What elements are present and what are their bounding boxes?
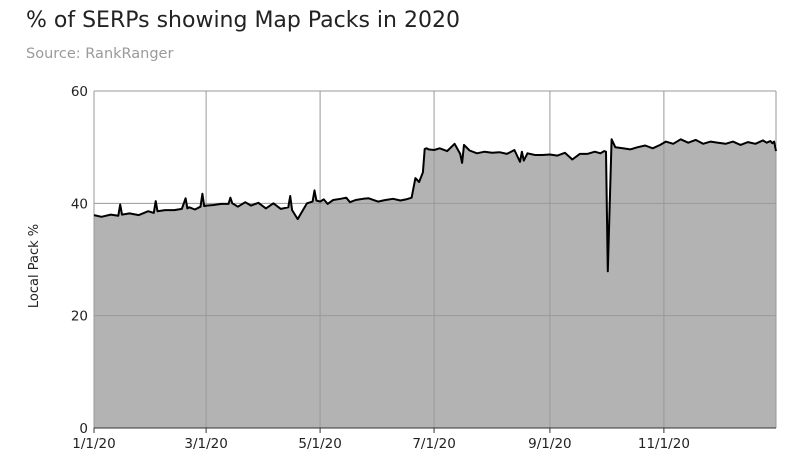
series-line (93, 138, 777, 273)
y-tick-label: 60 (71, 84, 88, 100)
chart-title: % of SERPs showing Map Packs in 2020 (26, 8, 460, 33)
x-tick-label: 1/1/20 (72, 436, 115, 452)
y-tick-label: 0 (79, 421, 88, 437)
y-tick-label: 40 (71, 196, 88, 212)
x-tick-label: 3/1/20 (184, 436, 227, 452)
x-tick-label: 11/1/20 (638, 436, 690, 452)
series-area (94, 139, 776, 429)
x-tick-label: 7/1/20 (412, 436, 455, 452)
x-tick-label: 9/1/20 (528, 436, 571, 452)
y-tick-label: 20 (71, 309, 88, 325)
area-layer (94, 139, 776, 429)
axis-layer: 0 20 40 60 1/1/20 3/1/20 5/1/20 7/1/20 9/1/20 11/… (71, 84, 776, 452)
y-axis-label: Local Pack % (27, 224, 42, 308)
line-layer (93, 138, 777, 273)
x-tick-label: 5/1/20 (298, 436, 341, 452)
chart-subtitle: Source: RankRanger (26, 46, 174, 62)
